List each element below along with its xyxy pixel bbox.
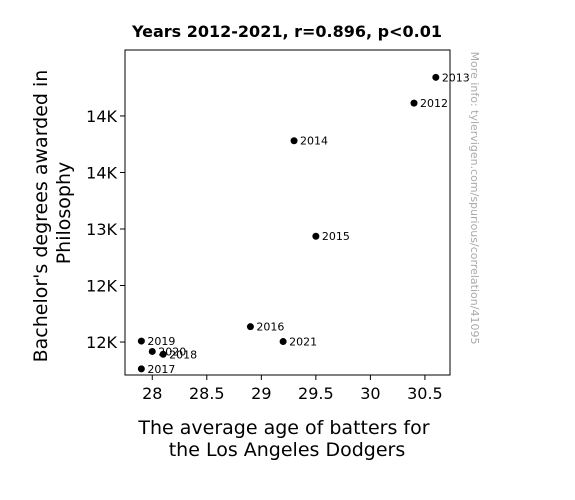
- data-point: [290, 137, 298, 145]
- y-axis-label-line-2: Philosophy: [53, 162, 75, 265]
- data-point: [432, 73, 440, 81]
- data-point: [410, 99, 418, 107]
- data-point: [279, 338, 287, 346]
- y-axis-label: Bachelor's degrees awarded in Philosophy: [30, 64, 75, 363]
- data-point-label: 2020: [158, 345, 186, 358]
- data-point: [148, 347, 156, 355]
- data-point: [246, 323, 254, 331]
- x-tick-label: 28.5: [189, 384, 225, 403]
- plot-frame: [124, 49, 451, 376]
- data-point-label: 2016: [256, 321, 284, 334]
- y-axis-label-line-1: Bachelor's degrees awarded in: [30, 70, 52, 363]
- data-point-label: 2019: [147, 335, 175, 348]
- chart-title: Years 2012-2021, r=0.896, p<0.01: [131, 22, 442, 41]
- x-axis-label-line-2: the Los Angeles Dodgers: [169, 439, 406, 461]
- watermark: More info: tylervigen.com/spurious/corre…: [468, 52, 481, 345]
- data-point-label: 2012: [420, 97, 448, 110]
- x-tick-label: 30.5: [407, 384, 443, 403]
- data-point: [137, 337, 145, 345]
- x-axis-label: The average age of batters for the Los A…: [137, 417, 435, 461]
- y-tick-label: 12K: [86, 333, 117, 352]
- data-point-label: 2013: [442, 71, 470, 84]
- data-point-label: 2017: [147, 363, 175, 376]
- x-tick-label: 28: [142, 384, 162, 403]
- data-point-label: 2018: [169, 348, 197, 361]
- data-point-label: 2021: [289, 336, 317, 349]
- x-tick-label: 29.5: [298, 384, 334, 403]
- y-tick-label: 13K: [86, 220, 117, 239]
- data-point: [159, 350, 167, 358]
- data-point: [137, 365, 145, 373]
- data-point: [312, 232, 320, 240]
- y-tick-label: 14K: [86, 107, 117, 126]
- y-tick-label: 14K: [86, 163, 117, 182]
- y-tick-label: 12K: [86, 277, 117, 296]
- x-axis-label-line-1: The average age of batters for: [137, 417, 429, 439]
- data-point-label: 2014: [300, 135, 328, 148]
- y-axis-ticks: 12K 12K 13K 14K 14K: [86, 107, 125, 352]
- x-axis-ticks: 28 28.5 29 29.5 30 30.5: [142, 375, 443, 403]
- x-tick-label: 30: [360, 384, 380, 403]
- data-point-label: 2015: [322, 230, 350, 243]
- x-tick-label: 29: [251, 384, 271, 403]
